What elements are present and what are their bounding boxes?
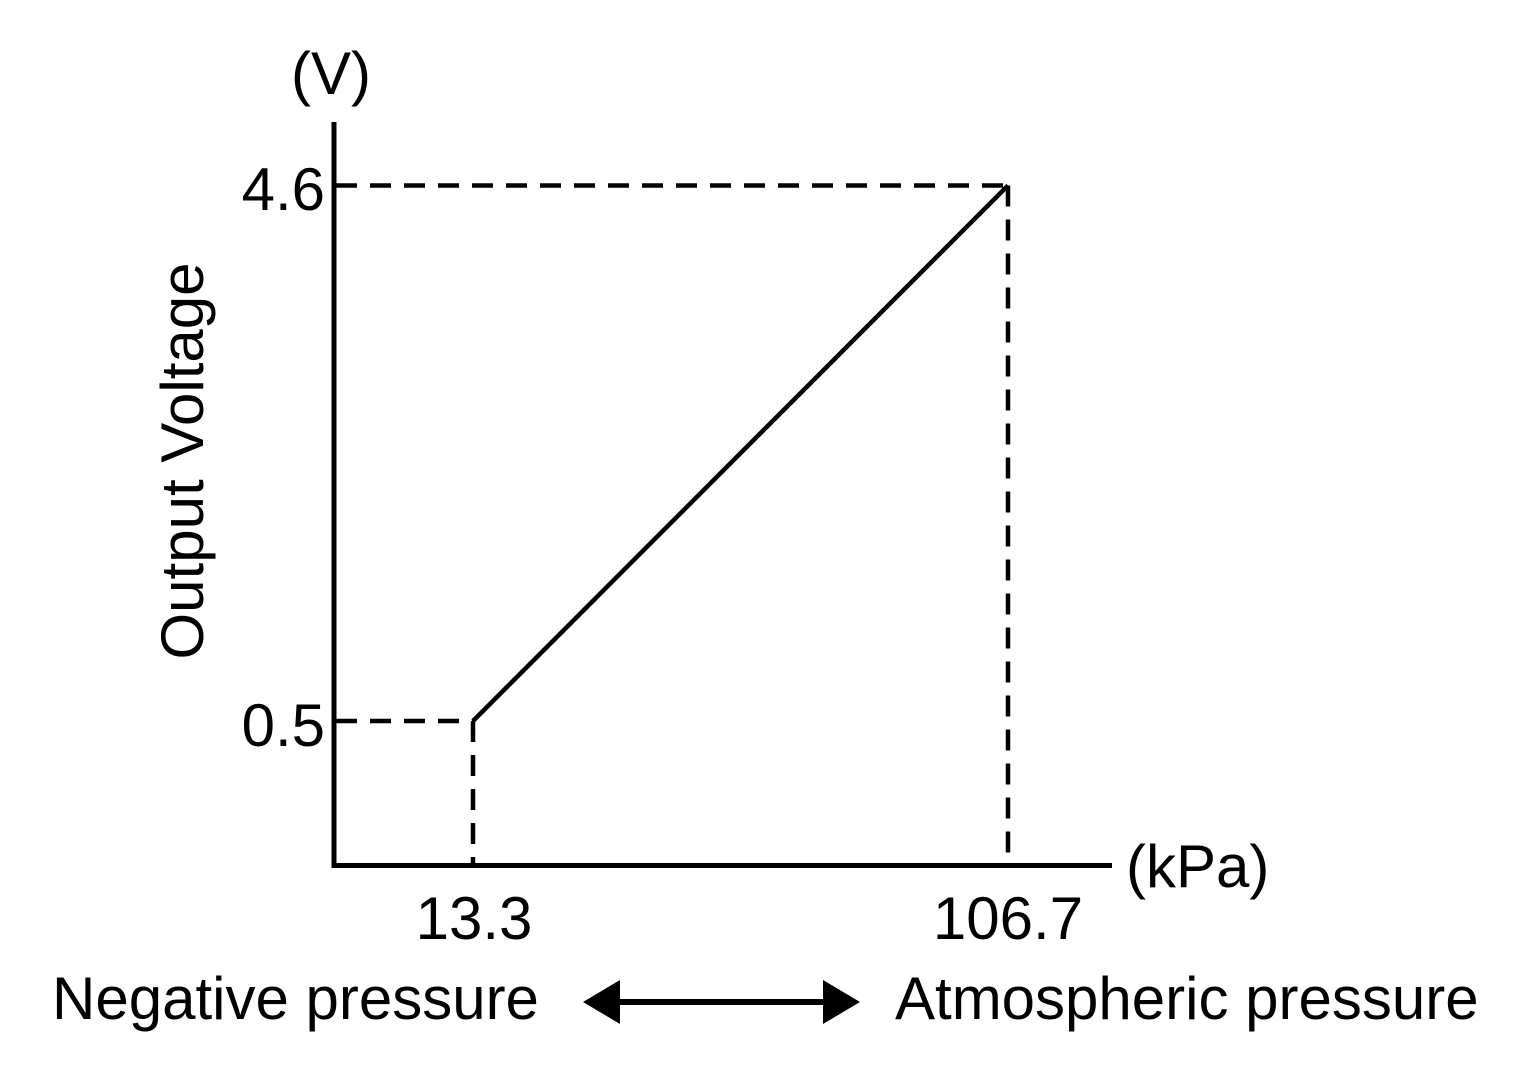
- y-axis-title: Output Voltage: [149, 262, 216, 660]
- sensor-response-line: [471, 183, 1010, 723]
- x-tick-label-13-3: 13.3: [415, 885, 533, 952]
- x-axis-unit-label: (kPa): [1126, 833, 1270, 900]
- negative-pressure-label: Negative pressure: [52, 965, 539, 1032]
- x-tick-label-106-7: 106.7: [932, 885, 1084, 952]
- atmospheric-pressure-label: Atmospheric pressure: [895, 965, 1479, 1032]
- y-axis-unit-label: (V): [291, 40, 371, 107]
- y-tick-label-0-5: 0.5: [241, 692, 325, 759]
- arrowhead-left-icon: [583, 980, 620, 1024]
- arrowhead-right-icon: [823, 980, 860, 1024]
- pressure-range-arrow: [583, 980, 860, 1024]
- y-tick-label-4-6: 4.6: [241, 156, 325, 223]
